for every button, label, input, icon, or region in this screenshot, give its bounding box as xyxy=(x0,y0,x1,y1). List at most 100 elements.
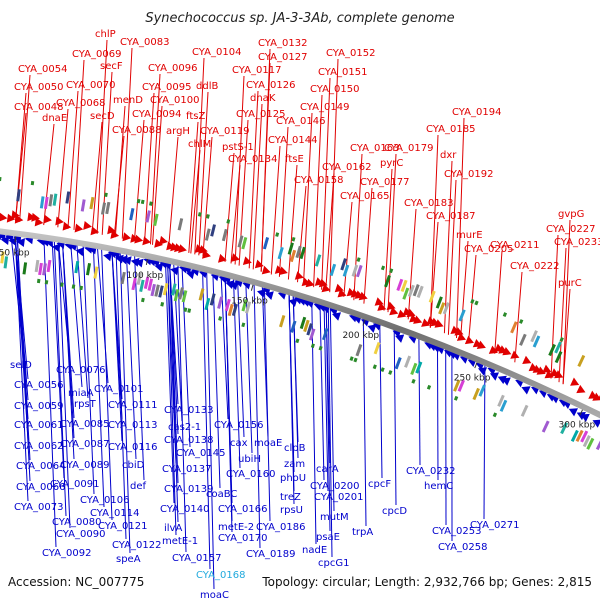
forward-gene-arrow xyxy=(178,244,187,253)
scale-tick-mark xyxy=(579,409,583,416)
forward-gene-arrow xyxy=(454,327,464,336)
reverse-gene-label: CYA_0189 xyxy=(246,549,295,560)
reverse-leader-line xyxy=(311,301,317,545)
reverse-leader-line xyxy=(43,239,57,548)
cog-category-box xyxy=(373,342,381,355)
forward-gene-arrow xyxy=(230,253,240,262)
forward-gene-label: CYA_0132 xyxy=(258,38,307,49)
reverse-gene-arrow xyxy=(576,412,586,421)
forward-leader-line xyxy=(188,121,199,253)
cog-category-box xyxy=(120,271,126,285)
forward-gene-arrow xyxy=(413,315,423,324)
cog-category-box xyxy=(412,284,420,297)
reverse-gene-label: cas2-1 xyxy=(168,422,201,433)
forward-gene-arrow xyxy=(122,232,132,242)
forward-gene-label: CYA_0050 xyxy=(14,82,63,93)
cog-category-box xyxy=(580,430,589,443)
reverse-leader-line xyxy=(62,242,75,460)
cog-category-box xyxy=(210,224,216,237)
forward-gene-arrow xyxy=(202,249,211,259)
forward-gene-arrow xyxy=(389,306,399,316)
reverse-gene-label: selD xyxy=(10,360,32,371)
forward-gene-label: CYA_0069 xyxy=(72,49,121,60)
forward-gene-arrow xyxy=(421,318,431,327)
reverse-gene-arrow xyxy=(130,257,140,267)
cds-marker xyxy=(140,199,145,205)
reverse-gene-label: CYA_0166 xyxy=(218,504,267,515)
forward-gene-label: CYA_0158 xyxy=(294,175,343,186)
cog-category-box xyxy=(85,263,92,276)
reverse-leader-line xyxy=(115,251,127,540)
reverse-gene-arrow xyxy=(186,270,195,280)
reverse-gene-label: CYA_0059 xyxy=(14,401,63,412)
cds-marker xyxy=(218,316,223,321)
scale-tick-label: 200 kbp xyxy=(342,331,379,341)
scale-tick-label: 100 kbp xyxy=(127,271,164,281)
cds-marker xyxy=(411,378,416,384)
forward-gene-arrow xyxy=(334,283,344,293)
cog-category-box xyxy=(586,437,595,450)
reverse-leader-line xyxy=(57,241,71,529)
cog-category-box xyxy=(442,302,450,315)
reverse-leader-line xyxy=(263,287,271,522)
reverse-leader-line xyxy=(177,264,187,553)
reverse-gene-label: CYA_0140 xyxy=(160,504,209,515)
cog-category-box xyxy=(170,283,177,296)
reverse-gene-label: CYA_0076 xyxy=(56,365,105,376)
reverse-gene-label: CYA_0061 xyxy=(14,420,63,431)
forward-gene-arrow xyxy=(397,309,407,318)
cog-category-box xyxy=(289,249,297,263)
cog-category-box xyxy=(89,196,95,210)
cog-category-box xyxy=(209,293,216,306)
cog-category-box xyxy=(342,264,350,277)
forward-leader-line xyxy=(494,250,503,354)
cds-marker xyxy=(474,300,479,306)
reverse-gene-label: CYA_0080 xyxy=(52,517,101,528)
reverse-gene-arrow xyxy=(115,254,124,264)
cog-category-box xyxy=(416,285,424,298)
forward-gene-label: CYA_0192 xyxy=(444,169,493,180)
scale-tick-mark xyxy=(250,284,254,291)
reverse-leader-line xyxy=(165,261,175,504)
reverse-gene-arrow xyxy=(367,324,377,333)
cds-marker xyxy=(388,370,393,375)
forward-gene-label: CYA_0179 xyxy=(384,143,433,154)
reverse-gene-label: CYA_0186 xyxy=(256,522,305,533)
accession-text: Accession: NC_007775 xyxy=(8,575,144,589)
reverse-gene-label: CYA_0232 xyxy=(406,466,455,477)
forward-gene-arrow xyxy=(254,259,264,269)
forward-gene-label: CYA_0094 xyxy=(132,109,181,120)
reverse-gene-label: CYA_0160 xyxy=(226,469,275,480)
reverse-leader-line xyxy=(119,252,131,554)
reverse-gene-label: CYA_0092 xyxy=(42,548,91,559)
forward-gene-arrow xyxy=(159,235,168,245)
cog-category-box xyxy=(554,351,563,364)
forward-leader-line xyxy=(202,136,213,257)
scale-tick-label: 150 kbp xyxy=(231,296,268,306)
reverse-gene-arrow xyxy=(568,408,578,417)
forward-gene-arrow xyxy=(6,213,16,223)
forward-gene-label: CYA_0183 xyxy=(404,198,453,209)
forward-leader-line xyxy=(43,123,55,226)
forward-leader-line xyxy=(96,39,108,234)
reverse-gene-label: CYA_0258 xyxy=(438,542,487,553)
reverse-gene-label: metE-1 xyxy=(162,536,198,547)
forward-leader-line xyxy=(383,168,393,311)
cog-category-box xyxy=(402,287,410,300)
reverse-gene-label: def xyxy=(130,481,147,492)
cog-category-box xyxy=(295,245,302,259)
reverse-gene-label: CYA_0145 xyxy=(176,448,225,459)
forward-gene-label: CYA_0165 xyxy=(340,191,389,202)
cog-category-box xyxy=(404,355,412,368)
forward-gene-arrow xyxy=(0,212,8,222)
scale-ticks: 50 kbp 100 kbp 150 kbp 200 kbp 250 kbp 300 kb… xyxy=(0,236,596,431)
cog-category-box xyxy=(340,258,347,271)
forward-gene-label: murE xyxy=(456,230,483,241)
reverse-gene-arrow xyxy=(501,377,511,386)
forward-gene-label: CYA_0146 xyxy=(276,116,325,127)
cog-category-box xyxy=(299,246,306,260)
cog-category-box xyxy=(150,283,156,297)
reverse-leader-line xyxy=(82,245,95,495)
forward-gene-arrow xyxy=(464,335,474,345)
